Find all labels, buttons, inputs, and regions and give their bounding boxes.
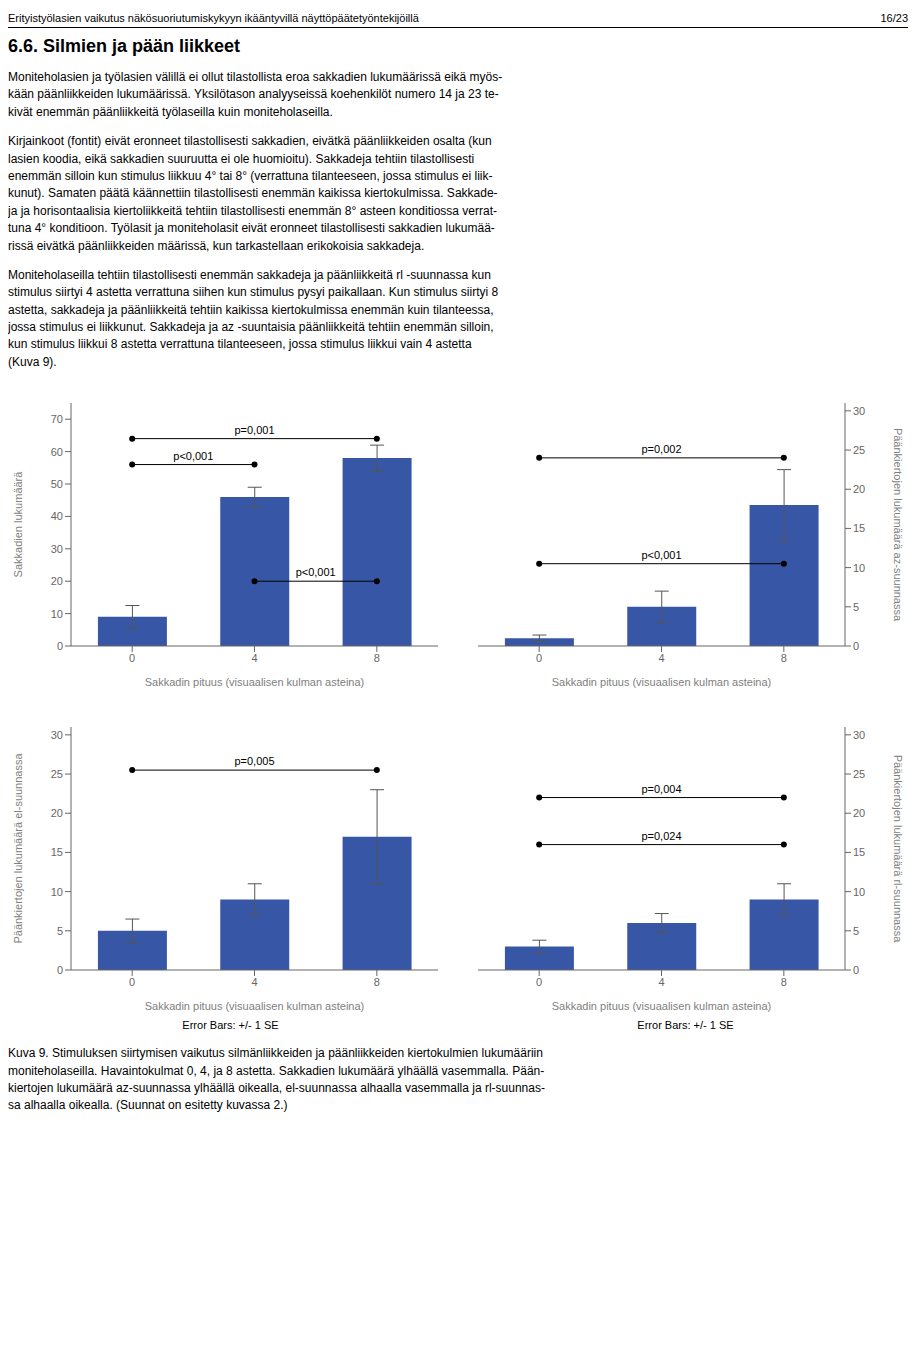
svg-text:20: 20 bbox=[51, 575, 63, 587]
svg-text:10: 10 bbox=[853, 886, 865, 898]
svg-text:8: 8 bbox=[374, 976, 380, 988]
html-text:6.6. Silmien ja pään liikkeet: 6.6. Silmien ja pään liikkeet bbox=[8, 36, 241, 56]
html-text:Erityistyölasien vaikutus näkö: Erityistyölasien vaikutus näkösuoriutumi… bbox=[8, 12, 419, 24]
svg-text:0: 0 bbox=[536, 976, 542, 988]
svg-text:0: 0 bbox=[129, 652, 135, 664]
svg-text:0: 0 bbox=[853, 964, 859, 976]
html-text:Kirjainkoot (fontit) eivät ero: Kirjainkoot (fontit) eivät eronneet tila… bbox=[8, 134, 498, 253]
svg-text:Päänkiertojen lukumäärä az-suu: Päänkiertojen lukumäärä az-suunnassa bbox=[892, 428, 904, 622]
svg-text:10: 10 bbox=[51, 608, 63, 620]
svg-text:70: 70 bbox=[51, 413, 63, 425]
svg-text:30: 30 bbox=[853, 729, 865, 741]
svg-text:30: 30 bbox=[853, 405, 865, 417]
html-text:Moniteholaseilla tehtiin tilas: Moniteholaseilla tehtiin tilastollisesti… bbox=[8, 267, 499, 369]
html-text:16/23: 16/23 bbox=[880, 12, 908, 24]
svg-text:p<0,001: p<0,001 bbox=[641, 549, 681, 561]
svg-text:60: 60 bbox=[51, 446, 63, 458]
svg-text:Sakkadin pituus (visuaalisen k: Sakkadin pituus (visuaalisen kulman aste… bbox=[145, 676, 365, 688]
svg-text:10: 10 bbox=[853, 562, 865, 574]
svg-text:p=0,001: p=0,001 bbox=[234, 424, 274, 436]
svg-text:0: 0 bbox=[129, 976, 135, 988]
svg-text:p=0,002: p=0,002 bbox=[641, 443, 681, 455]
svg-text:4: 4 bbox=[658, 652, 664, 664]
svg-text:0: 0 bbox=[57, 640, 63, 652]
svg-text:p=0,005: p=0,005 bbox=[234, 755, 274, 767]
svg-text:50: 50 bbox=[51, 478, 63, 490]
svg-text:8: 8 bbox=[781, 652, 787, 664]
svg-text:30: 30 bbox=[51, 729, 63, 741]
svg-text:p<0,001: p<0,001 bbox=[173, 450, 213, 462]
html-text:Error Bars: +/- 1 SE: Error Bars: +/- 1 SE bbox=[182, 1019, 279, 1032]
svg-text:4: 4 bbox=[658, 976, 664, 988]
svg-text:p=0,004: p=0,004 bbox=[641, 783, 681, 795]
svg-text:Sakkadin pituus (visuaalisen k: Sakkadin pituus (visuaalisen kulman aste… bbox=[552, 676, 772, 688]
svg-text:15: 15 bbox=[853, 523, 865, 535]
html-text:Error Bars: +/- 1 SE: Error Bars: +/- 1 SE bbox=[637, 1019, 734, 1032]
svg-text:8: 8 bbox=[374, 652, 380, 664]
svg-text:30: 30 bbox=[51, 543, 63, 555]
svg-text:5: 5 bbox=[57, 925, 63, 937]
svg-text:5: 5 bbox=[853, 601, 859, 613]
svg-text:4: 4 bbox=[251, 976, 257, 988]
svg-text:Sakkadin pituus (visuaalisen k: Sakkadin pituus (visuaalisen kulman aste… bbox=[552, 1000, 772, 1012]
svg-text:25: 25 bbox=[51, 768, 63, 780]
svg-text:Sakkadien lukumäärä: Sakkadien lukumäärä bbox=[12, 471, 24, 578]
svg-text:40: 40 bbox=[51, 511, 63, 523]
svg-text:Päänkiertojen lukumäärä rl-suu: Päänkiertojen lukumäärä rl-suunnassa bbox=[892, 755, 904, 944]
svg-text:20: 20 bbox=[853, 807, 865, 819]
svg-text:4: 4 bbox=[251, 652, 257, 664]
svg-text:25: 25 bbox=[853, 444, 865, 456]
svg-text:5: 5 bbox=[853, 925, 859, 937]
svg-text:p<0,001: p<0,001 bbox=[296, 566, 336, 578]
html-text:Moniteholasien ja työlasien vä: Moniteholasien ja työlasien välillä ei o… bbox=[8, 70, 503, 119]
svg-text:15: 15 bbox=[51, 847, 63, 859]
svg-text:p=0,024: p=0,024 bbox=[641, 830, 681, 842]
svg-text:0: 0 bbox=[536, 652, 542, 664]
svg-text:0: 0 bbox=[853, 640, 859, 652]
svg-text:15: 15 bbox=[853, 847, 865, 859]
html-text:Kuva 9. Stimuluksen siirtymise: Kuva 9. Stimuluksen siirtymisen vaikutus… bbox=[8, 1046, 545, 1113]
svg-text:20: 20 bbox=[51, 807, 63, 819]
svg-text:Sakkadin pituus (visuaalisen k: Sakkadin pituus (visuaalisen kulman aste… bbox=[145, 1000, 365, 1012]
svg-text:0: 0 bbox=[57, 964, 63, 976]
svg-text:Päänkiertojen lukumäärä el-suu: Päänkiertojen lukumäärä el-suunnassa bbox=[12, 753, 24, 944]
svg-text:8: 8 bbox=[781, 976, 787, 988]
svg-text:25: 25 bbox=[853, 768, 865, 780]
svg-text:20: 20 bbox=[853, 483, 865, 495]
svg-text:10: 10 bbox=[51, 886, 63, 898]
